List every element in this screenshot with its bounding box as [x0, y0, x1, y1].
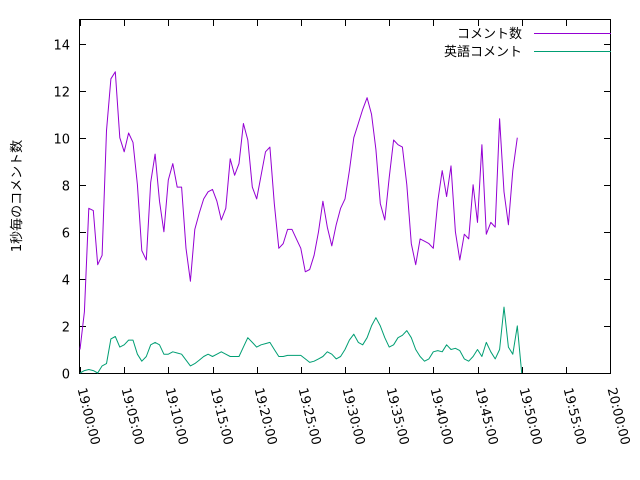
- x-tick-label: 19:15:00: [207, 386, 236, 446]
- x-tick-label: 19:30:00: [339, 386, 368, 446]
- y-tick-label: 12: [53, 86, 70, 101]
- x-tick-label: 19:05:00: [118, 386, 147, 446]
- x-tick-label: 19:25:00: [295, 386, 324, 446]
- y-tick-label: 4: [62, 274, 70, 289]
- y-tick-label: 14: [53, 39, 70, 54]
- series-line-1: [79, 306, 523, 374]
- x-tick-label: 20:00:00: [604, 386, 633, 446]
- y-tick-label: 6: [62, 227, 70, 242]
- y-axis-title: 1秒毎のコメント数: [9, 140, 25, 252]
- y-tick-label: 8: [62, 180, 70, 195]
- x-tick-label: 19:20:00: [251, 386, 280, 446]
- x-tick-label: 19:50:00: [516, 386, 545, 446]
- x-tick-label: 19:10:00: [162, 386, 191, 446]
- y-tick-label: 0: [62, 368, 70, 383]
- x-tick-label: 19:35:00: [383, 386, 412, 446]
- y-tick-label: 10: [53, 133, 70, 148]
- x-tick-label: 19:40:00: [427, 386, 456, 446]
- x-tick-label: 19:45:00: [472, 386, 501, 446]
- series-line-0: [79, 71, 518, 350]
- y-tick-label: 2: [62, 321, 70, 336]
- legend-label-1: 英語コメント: [444, 44, 522, 60]
- series-lines: [79, 71, 523, 374]
- legend-label-0: コメント数: [457, 27, 522, 42]
- plot-frame: [79, 19, 611, 374]
- x-tick-label: 19:55:00: [560, 386, 589, 446]
- x-tick-label: 19:00:00: [74, 386, 103, 446]
